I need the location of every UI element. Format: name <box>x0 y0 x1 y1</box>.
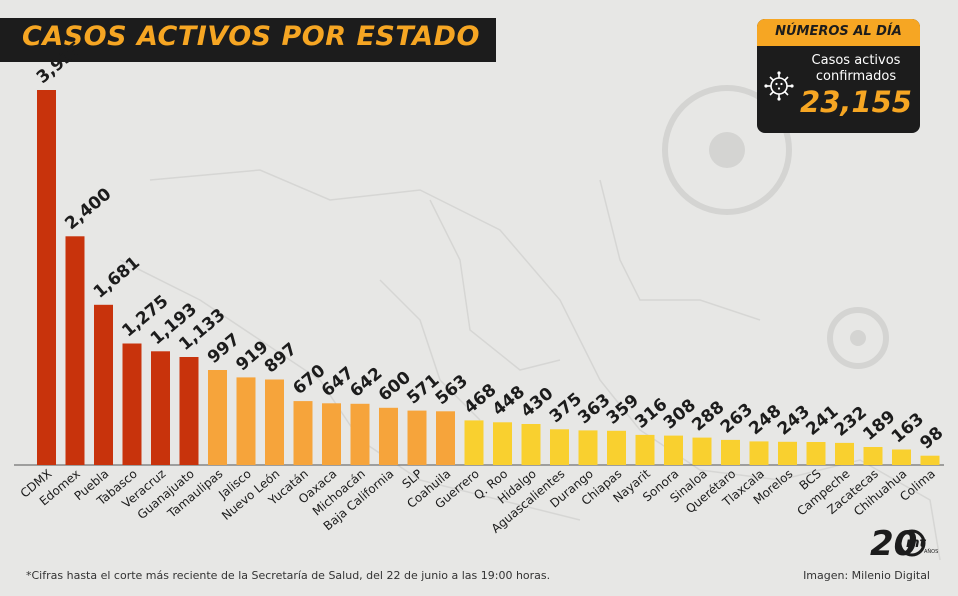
bar <box>37 90 56 465</box>
milenio-20-years-logo: 20 mt AÑOS <box>870 524 938 564</box>
active-cases-label: Casos activos confirmados <box>801 53 911 85</box>
bar <box>550 429 569 465</box>
active-cases-label-line2: confirmados <box>815 69 897 84</box>
chart-title: CASOS ACTIVOS POR ESTADO <box>22 21 480 52</box>
image-credit: Imagen: Milenio Digital <box>803 569 930 582</box>
bar-value-label: 897 <box>261 339 301 377</box>
bar-value-label: 3,935 <box>33 38 87 88</box>
bar-value-label: 1,681 <box>90 253 144 303</box>
bar <box>350 403 370 465</box>
bar <box>806 442 826 465</box>
logo-mark: mt <box>906 536 927 551</box>
logo-subtitle: AÑOS <box>924 548 938 555</box>
bar <box>436 411 455 465</box>
bar <box>920 455 940 465</box>
virus-icon <box>764 71 794 101</box>
bar <box>65 236 85 465</box>
bar <box>892 449 911 465</box>
bar <box>521 424 541 465</box>
bar <box>863 447 883 465</box>
bar <box>835 442 854 465</box>
bar <box>379 407 398 465</box>
daily-numbers-header: NÚMEROS AL DÍA <box>757 19 920 46</box>
bar <box>179 357 199 465</box>
daily-numbers-box: NÚMEROS AL DÍA Casos activos confirmados… <box>757 19 920 133</box>
bar <box>407 410 427 465</box>
bar <box>635 434 655 465</box>
daily-numbers-heading: NÚMEROS AL DÍA <box>775 24 902 39</box>
bar <box>208 370 227 465</box>
bar <box>749 441 769 465</box>
footnote: *Cifras hasta el corte más reciente de l… <box>26 569 551 582</box>
bar <box>464 420 484 465</box>
bar <box>778 441 797 465</box>
bar <box>692 437 712 465</box>
bar <box>721 439 740 465</box>
bar <box>122 343 142 465</box>
bar <box>265 379 284 465</box>
bar-value-label: 2,400 <box>61 184 115 234</box>
bar <box>151 351 170 465</box>
title-bar <box>0 18 496 62</box>
active-cases-total: 23,155 <box>800 85 912 119</box>
bar <box>293 401 313 465</box>
active-cases-label-line1: Casos activos <box>811 53 901 68</box>
bar <box>236 377 256 465</box>
bar <box>664 435 683 465</box>
bar <box>607 430 626 465</box>
bar <box>493 422 512 465</box>
bar <box>322 403 341 465</box>
bar <box>94 304 113 465</box>
bar <box>578 430 598 465</box>
